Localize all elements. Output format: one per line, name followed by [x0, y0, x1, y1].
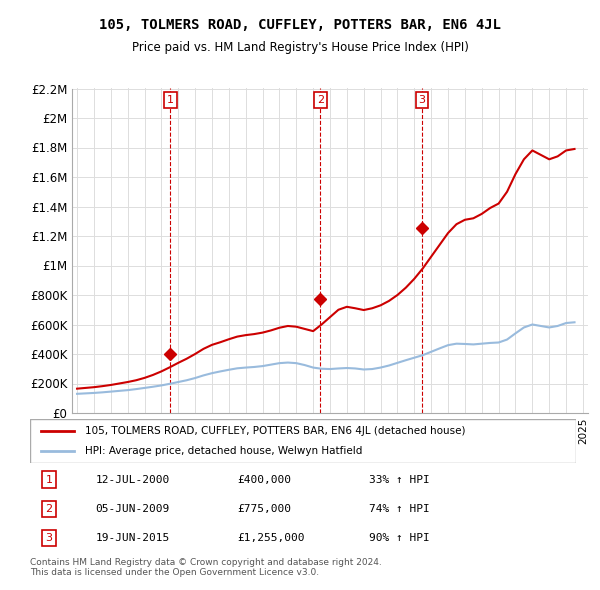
Text: 1: 1 — [167, 95, 174, 105]
Text: 90% ↑ HPI: 90% ↑ HPI — [368, 533, 429, 543]
Text: £1,255,000: £1,255,000 — [238, 533, 305, 543]
Text: HPI: Average price, detached house, Welwyn Hatfield: HPI: Average price, detached house, Welw… — [85, 446, 362, 455]
Text: 3: 3 — [419, 95, 425, 105]
Text: £400,000: £400,000 — [238, 474, 292, 484]
Text: Contains HM Land Registry data © Crown copyright and database right 2024.
This d: Contains HM Land Registry data © Crown c… — [30, 558, 382, 577]
Text: 74% ↑ HPI: 74% ↑ HPI — [368, 504, 429, 514]
Text: Price paid vs. HM Land Registry's House Price Index (HPI): Price paid vs. HM Land Registry's House … — [131, 41, 469, 54]
Text: £775,000: £775,000 — [238, 504, 292, 514]
Text: 1: 1 — [46, 474, 53, 484]
Text: 2: 2 — [317, 95, 324, 105]
FancyBboxPatch shape — [30, 419, 576, 463]
Text: 05-JUN-2009: 05-JUN-2009 — [95, 504, 170, 514]
Text: 12-JUL-2000: 12-JUL-2000 — [95, 474, 170, 484]
Text: 3: 3 — [46, 533, 53, 543]
Text: 19-JUN-2015: 19-JUN-2015 — [95, 533, 170, 543]
Text: 2: 2 — [46, 504, 53, 514]
Text: 105, TOLMERS ROAD, CUFFLEY, POTTERS BAR, EN6 4JL: 105, TOLMERS ROAD, CUFFLEY, POTTERS BAR,… — [99, 18, 501, 32]
Text: 33% ↑ HPI: 33% ↑ HPI — [368, 474, 429, 484]
Text: 105, TOLMERS ROAD, CUFFLEY, POTTERS BAR, EN6 4JL (detached house): 105, TOLMERS ROAD, CUFFLEY, POTTERS BAR,… — [85, 427, 465, 436]
